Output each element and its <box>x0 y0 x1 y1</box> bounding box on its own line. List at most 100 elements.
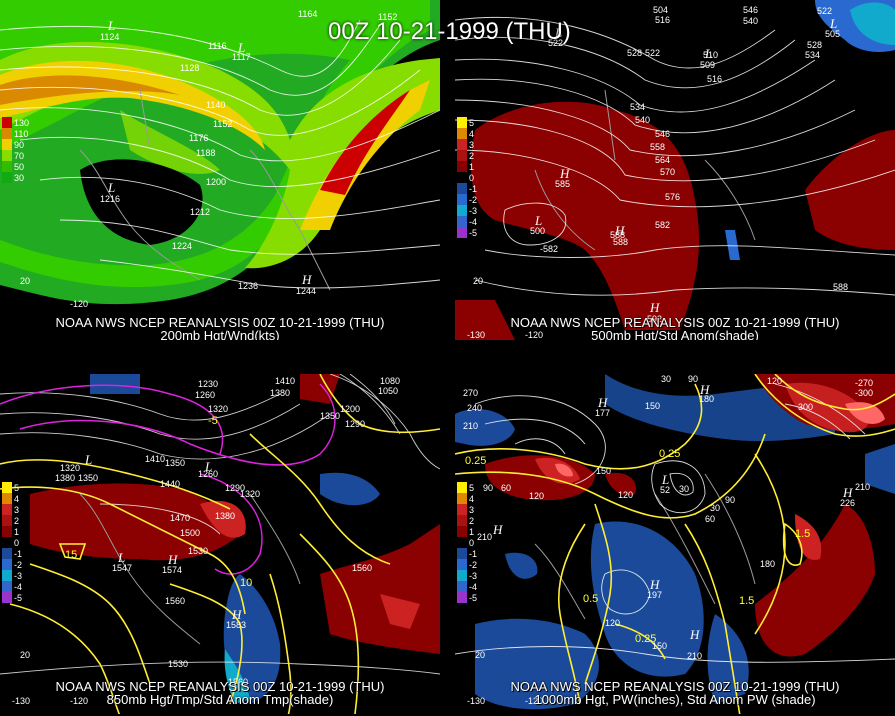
svg-text:120: 120 <box>618 490 633 500</box>
svg-text:1116: 1116 <box>208 41 227 51</box>
caption-200mb-field: 200mb Hgt/Wnd(kts) <box>160 328 280 340</box>
svg-text:1244: 1244 <box>296 286 316 296</box>
svg-text:516: 516 <box>707 74 722 84</box>
svg-text:L: L <box>704 46 712 61</box>
svg-text:522: 522 <box>548 38 563 48</box>
map-1000mb: 270 240 210 30 90 90 60 120 150 150 120 … <box>455 374 895 714</box>
svg-text:1200: 1200 <box>206 177 226 187</box>
svg-text:1140: 1140 <box>206 100 225 110</box>
svg-text:1290: 1290 <box>345 419 365 429</box>
svg-text:30: 30 <box>710 503 720 513</box>
panel-1000mb: 270 240 210 30 90 90 60 120 150 150 120 … <box>455 374 895 714</box>
svg-text:-5: -5 <box>208 415 218 427</box>
caption-500mb-source: NOAA NWS NCEP REANALYSIS 00Z 10-21-1999 … <box>510 315 840 330</box>
svg-text:528: 528 <box>807 40 822 50</box>
svg-text:522: 522 <box>817 6 832 16</box>
svg-text:1128: 1128 <box>180 63 199 73</box>
caption-500mb-field: 500mb Hgt/Std Anom(shade) <box>591 328 759 340</box>
svg-text:1080: 1080 <box>380 376 400 386</box>
svg-text:1236: 1236 <box>238 281 258 291</box>
svg-text:300: 300 <box>798 402 813 412</box>
svg-text:1500: 1500 <box>180 528 200 538</box>
svg-text:534: 534 <box>805 50 820 60</box>
svg-text:-130: -130 <box>467 330 485 340</box>
svg-text:H: H <box>492 522 503 537</box>
svg-text:1560: 1560 <box>228 677 248 687</box>
svg-text:1530: 1530 <box>188 546 208 556</box>
svg-text:-582: -582 <box>540 244 558 254</box>
svg-text:500: 500 <box>530 226 545 236</box>
svg-text:505: 505 <box>825 29 840 39</box>
caption-1000mb-source: NOAA NWS NCEP REANALYSIS 00Z 10-21-1999 … <box>510 679 840 694</box>
svg-text:L: L <box>84 452 92 467</box>
svg-text:1260: 1260 <box>195 390 215 400</box>
svg-text:1560: 1560 <box>165 596 185 606</box>
svg-text:0.25: 0.25 <box>635 633 656 645</box>
svg-text:20: 20 <box>20 276 30 286</box>
svg-text:1260: 1260 <box>198 469 218 479</box>
svg-text:1380: 1380 <box>215 511 235 521</box>
svg-text:L: L <box>237 40 245 55</box>
scale-500mb: 5 4 3 2 1 0 -1 -2 -3 -4 -5 <box>457 117 487 238</box>
svg-text:150: 150 <box>652 641 667 651</box>
svg-text:270: 270 <box>463 388 478 398</box>
svg-text:-130: -130 <box>12 696 30 706</box>
svg-text:H: H <box>231 607 242 622</box>
svg-text:20: 20 <box>473 276 483 286</box>
svg-text:1560: 1560 <box>352 563 372 573</box>
panel-200mb: 1116 1128 1140 1152 1176 1188 1200 1212 … <box>0 0 440 340</box>
svg-text:L: L <box>107 18 115 33</box>
svg-text:-270: -270 <box>855 378 873 388</box>
svg-text:510: 510 <box>703 50 718 60</box>
svg-text:240: 240 <box>467 403 482 413</box>
svg-text:197: 197 <box>647 590 662 600</box>
svg-text:L: L <box>117 550 125 565</box>
svg-text:120: 120 <box>767 376 782 386</box>
caption-850mb-field: 850mb Hgt/Tmp/Std Anom Tmp(shade) <box>106 692 334 707</box>
map-850mb: 1230 1260 1320 1410 1380 1080 1050 1200 … <box>0 374 440 714</box>
scale-850mb: 5 4 3 2 1 0 -1 -2 -3 -4 -5 <box>2 482 32 603</box>
svg-text:516: 516 <box>655 15 670 25</box>
svg-text:1124: 1124 <box>100 32 119 42</box>
svg-text:1.5: 1.5 <box>795 528 810 540</box>
svg-text:210: 210 <box>463 421 478 431</box>
svg-text:1320: 1320 <box>208 404 228 414</box>
svg-text:H: H <box>167 552 178 567</box>
svg-text:1470: 1470 <box>170 513 190 523</box>
svg-text:-120: -120 <box>525 330 543 340</box>
svg-text:0.5: 0.5 <box>583 593 598 605</box>
svg-text:0.25: 0.25 <box>465 455 486 467</box>
svg-text:1164: 1164 <box>298 9 317 19</box>
svg-text:0.25: 0.25 <box>659 448 680 460</box>
svg-text:150: 150 <box>596 466 611 476</box>
svg-text:1440: 1440 <box>160 479 180 489</box>
svg-text:592: 592 <box>647 314 662 324</box>
svg-text:H: H <box>699 382 710 397</box>
svg-text:522: 522 <box>645 48 660 58</box>
svg-text:1216: 1216 <box>100 194 120 204</box>
svg-text:L: L <box>554 25 562 40</box>
svg-text:1152: 1152 <box>213 119 232 129</box>
svg-text:L: L <box>661 472 669 487</box>
svg-text:H: H <box>689 627 700 642</box>
svg-text:H: H <box>842 485 853 500</box>
svg-text:H: H <box>559 166 570 181</box>
svg-text:582: 582 <box>655 220 670 230</box>
svg-text:1230: 1230 <box>198 379 218 389</box>
svg-text:L: L <box>534 213 542 228</box>
svg-text:1117: 1117 <box>232 52 251 62</box>
svg-text:H: H <box>614 223 625 238</box>
svg-text:504: 504 <box>653 5 668 15</box>
svg-text:-300: -300 <box>855 388 873 398</box>
main-title: 00Z 10-21-1999 (THU) <box>328 18 571 45</box>
svg-text:534: 534 <box>630 102 645 112</box>
svg-text:90: 90 <box>688 374 698 384</box>
svg-text:120: 120 <box>529 491 544 501</box>
map-500mb: 504 516 546 540 528 522 510 516 534 540 … <box>455 0 895 340</box>
svg-text:177: 177 <box>595 408 610 418</box>
svg-text:1224: 1224 <box>172 241 192 251</box>
svg-text:1.5: 1.5 <box>739 595 754 607</box>
svg-text:588: 588 <box>833 282 848 292</box>
svg-text:588: 588 <box>610 230 625 240</box>
svg-text:1050: 1050 <box>378 386 398 396</box>
